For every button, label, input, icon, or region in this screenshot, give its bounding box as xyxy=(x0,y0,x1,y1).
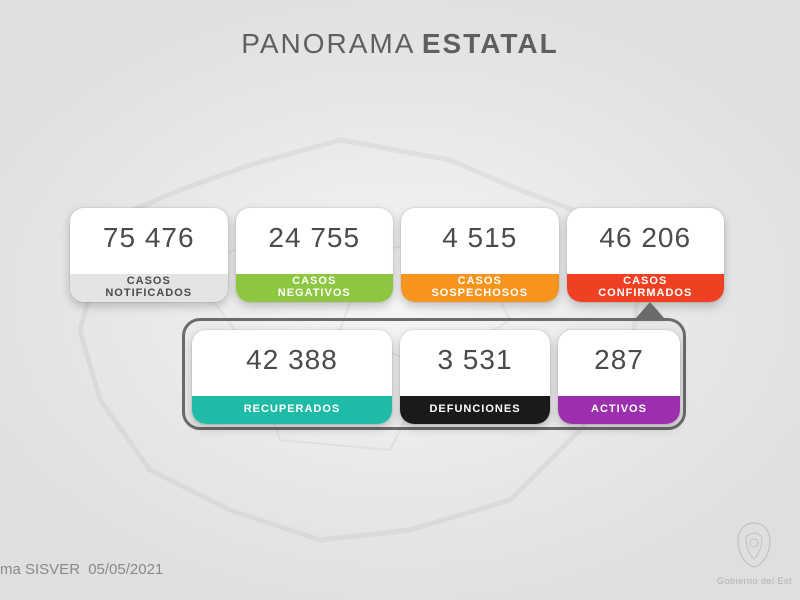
stat-label: CASOSCONFIRMADOS xyxy=(598,276,692,299)
gov-seal: Gobierno del Est xyxy=(717,521,792,586)
stat-label: RECUPERADOS xyxy=(244,404,341,416)
stat-band: DEFUNCIONES xyxy=(400,396,550,424)
stat-band: CASOSNEGATIVOS xyxy=(236,274,394,302)
stat-recuperados: 42 388 RECUPERADOS xyxy=(192,330,392,424)
stat-sospechosos: 4 515 CASOSSOSPECHOSOS xyxy=(401,208,559,302)
stat-negativos: 24 755 CASOSNEGATIVOS xyxy=(236,208,394,302)
stat-band: CASOSCONFIRMADOS xyxy=(567,274,725,302)
stat-label: CASOSSOSPECHOSOS xyxy=(431,276,528,299)
footer-date: 05/05/2021 xyxy=(88,561,163,578)
stat-label: CASOSNOTIFICADOS xyxy=(105,276,192,299)
stat-notificados: 75 476 CASOSNOTIFICADOS xyxy=(70,208,228,302)
stat-value: 287 xyxy=(558,330,680,376)
footer-source: ma SISVER 05/05/2021 xyxy=(0,561,163,578)
stat-band: CASOSSOSPECHOSOS xyxy=(401,274,559,302)
stat-activos: 287 ACTIVOS xyxy=(558,330,680,424)
stat-value: 4 515 xyxy=(401,208,559,254)
stat-value: 42 388 xyxy=(192,330,392,376)
state-map-outline xyxy=(40,70,680,570)
page-title: PANORAMA ESTATAL xyxy=(0,28,800,60)
connector-arrow xyxy=(636,302,664,318)
stat-label: CASOSNEGATIVOS xyxy=(278,276,351,299)
stat-defunciones: 3 531 DEFUNCIONES xyxy=(400,330,550,424)
stat-band: ACTIVOS xyxy=(558,396,680,424)
title-bold: ESTATAL xyxy=(422,28,559,59)
stat-band: CASOSNOTIFICADOS xyxy=(70,274,228,302)
stat-confirmados: 46 206 CASOSCONFIRMADOS xyxy=(567,208,725,302)
title-light: PANORAMA xyxy=(241,28,415,59)
stat-value: 46 206 xyxy=(567,208,725,254)
stat-band: RECUPERADOS xyxy=(192,396,392,424)
stat-value: 24 755 xyxy=(236,208,394,254)
stats-row-top: 75 476 CASOSNOTIFICADOS 24 755 CASOSNEGA… xyxy=(66,208,728,302)
gov-label: Gobierno del Est xyxy=(717,576,792,586)
seal-icon xyxy=(732,521,776,569)
stat-label: ACTIVOS xyxy=(591,404,647,416)
stats-row-bottom: 42 388 RECUPERADOS 3 531 DEFUNCIONES 287… xyxy=(188,330,678,424)
footer-source-label: ma SISVER xyxy=(0,561,80,578)
stat-value: 75 476 xyxy=(70,208,228,254)
stat-value: 3 531 xyxy=(400,330,550,376)
stat-label: DEFUNCIONES xyxy=(429,404,520,416)
